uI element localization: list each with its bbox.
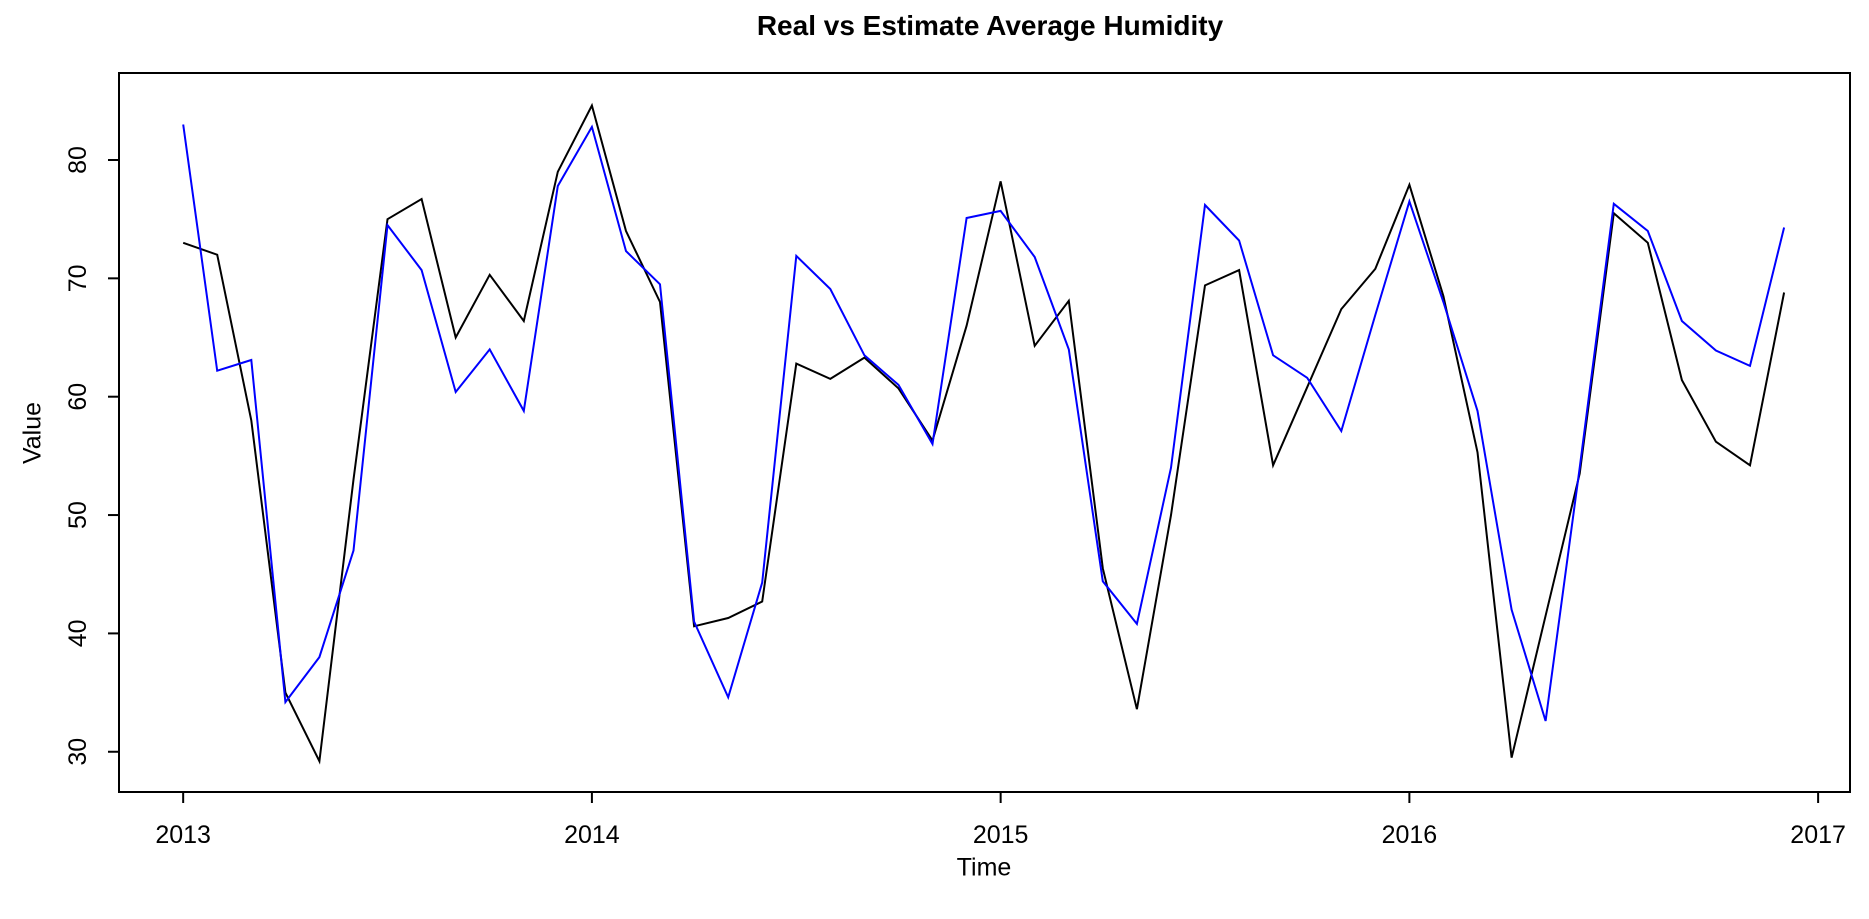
x-tick-label: 2016 — [1382, 821, 1438, 849]
x-tick-label: 2015 — [973, 821, 1029, 849]
series-real-line — [182, 102, 1786, 765]
chart-title: Real vs Estimate Average Humidity — [756, 10, 1224, 41]
x-tick-label: 2014 — [564, 821, 620, 849]
x-axis-label: Time — [956, 853, 1012, 882]
y-tick-label: 50 — [64, 501, 92, 529]
y-axis-label: Value — [18, 401, 47, 465]
series-estimate-line — [182, 124, 1786, 722]
y-tick-label: 80 — [64, 146, 92, 174]
y-tick-label: 60 — [64, 383, 92, 411]
y-tick-label: 70 — [64, 264, 92, 292]
x-tick-label: 2013 — [155, 821, 211, 849]
y-tick-label: 40 — [64, 619, 92, 647]
x-tick-label: 2017 — [1790, 821, 1846, 849]
y-tick-label: 30 — [64, 738, 92, 766]
plot-box — [118, 72, 1851, 793]
